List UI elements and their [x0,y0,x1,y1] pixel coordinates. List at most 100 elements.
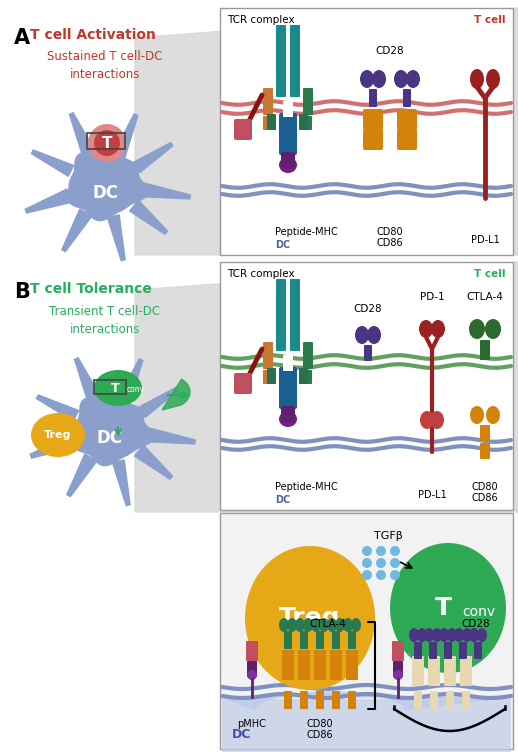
Bar [220,8,513,255]
Polygon shape [119,359,143,402]
Ellipse shape [376,558,386,568]
Ellipse shape [362,546,372,556]
Text: PD-1: PD-1 [420,292,444,302]
FancyBboxPatch shape [332,631,340,649]
Ellipse shape [409,628,419,642]
Ellipse shape [390,543,506,673]
Polygon shape [138,387,178,417]
Ellipse shape [367,326,381,344]
Text: T: T [102,135,112,150]
Ellipse shape [245,546,375,690]
FancyBboxPatch shape [246,641,258,661]
FancyBboxPatch shape [316,631,324,649]
FancyBboxPatch shape [263,342,273,369]
FancyBboxPatch shape [403,89,411,107]
Polygon shape [135,8,518,255]
FancyBboxPatch shape [480,425,490,441]
FancyBboxPatch shape [330,665,342,680]
Text: T cell Tolerance: T cell Tolerance [30,282,152,296]
FancyBboxPatch shape [346,650,358,665]
Ellipse shape [477,628,487,642]
Bar [94,380,126,394]
Polygon shape [67,454,97,496]
Ellipse shape [390,570,400,580]
Polygon shape [135,262,518,512]
Ellipse shape [390,558,400,568]
FancyBboxPatch shape [281,406,295,422]
Ellipse shape [295,618,305,632]
Text: CD80: CD80 [377,227,404,237]
Polygon shape [162,379,190,410]
Ellipse shape [31,413,85,457]
Ellipse shape [362,570,372,580]
Bar [283,101,293,117]
FancyBboxPatch shape [428,671,440,686]
Text: CD28: CD28 [376,46,405,56]
FancyBboxPatch shape [263,370,272,384]
Text: T: T [111,381,119,395]
Ellipse shape [376,546,386,556]
FancyBboxPatch shape [282,665,294,680]
Ellipse shape [247,670,257,680]
FancyBboxPatch shape [299,114,308,130]
FancyBboxPatch shape [460,671,472,686]
FancyBboxPatch shape [412,656,424,671]
FancyBboxPatch shape [462,691,470,709]
Polygon shape [107,215,125,261]
Ellipse shape [432,628,442,642]
Text: CD28: CD28 [462,619,491,629]
FancyBboxPatch shape [392,641,404,661]
Text: CTLA-4: CTLA-4 [310,619,347,629]
Ellipse shape [486,406,500,424]
Text: Peptide-MHC: Peptide-MHC [275,482,338,492]
Bar [87,133,125,149]
FancyBboxPatch shape [363,109,383,130]
Text: PD-L1: PD-L1 [471,235,499,245]
FancyBboxPatch shape [303,88,313,115]
Text: CTLA-4: CTLA-4 [467,292,503,302]
Text: Treg: Treg [45,430,71,440]
FancyBboxPatch shape [348,631,356,649]
Ellipse shape [372,70,386,88]
Text: B: B [14,282,30,302]
FancyBboxPatch shape [234,373,252,394]
Ellipse shape [447,628,457,642]
Ellipse shape [327,618,337,632]
Polygon shape [69,113,96,159]
FancyBboxPatch shape [393,661,403,677]
Text: TCR complex: TCR complex [227,269,295,279]
Text: DC: DC [92,184,118,202]
FancyBboxPatch shape [397,129,417,150]
FancyBboxPatch shape [474,642,482,659]
Ellipse shape [486,69,500,89]
Ellipse shape [469,628,479,642]
Ellipse shape [439,628,449,642]
Ellipse shape [417,628,427,642]
Text: Treg: Treg [279,606,341,630]
Text: CD86: CD86 [307,730,333,740]
Ellipse shape [454,628,464,642]
Text: T cell Activation: T cell Activation [30,28,156,42]
Polygon shape [36,395,79,421]
Text: DC: DC [275,495,290,505]
FancyBboxPatch shape [348,691,356,709]
FancyBboxPatch shape [314,650,326,665]
FancyBboxPatch shape [300,691,308,709]
Ellipse shape [362,558,372,568]
FancyBboxPatch shape [281,152,295,168]
FancyBboxPatch shape [298,665,310,680]
Polygon shape [62,209,92,252]
Polygon shape [135,445,172,479]
Ellipse shape [393,670,403,680]
FancyBboxPatch shape [284,691,292,709]
FancyBboxPatch shape [316,691,324,709]
Ellipse shape [394,70,408,88]
Polygon shape [30,434,77,458]
FancyBboxPatch shape [332,691,340,709]
Text: CD86: CD86 [377,238,404,248]
FancyBboxPatch shape [267,368,276,384]
Ellipse shape [360,70,374,88]
FancyBboxPatch shape [303,116,312,130]
FancyBboxPatch shape [284,631,292,649]
Text: TCR complex: TCR complex [227,15,295,25]
